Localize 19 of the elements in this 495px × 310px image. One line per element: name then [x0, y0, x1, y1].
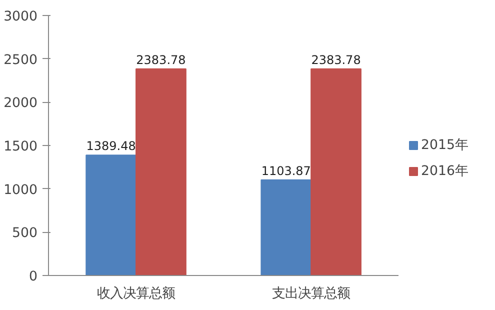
legend-label: 2015年 [421, 137, 468, 154]
x-tick-label: 收入决算总额 [97, 286, 176, 302]
bar [260, 179, 312, 276]
data-label: 2383.78 [136, 52, 186, 67]
x-tick-label: 支出决算总额 [272, 286, 350, 302]
legend-label: 2016年 [421, 163, 468, 180]
y-tick-label: 500 [12, 226, 38, 242]
y-tick-label: 2500 [4, 52, 38, 68]
bar [310, 68, 362, 276]
y-tick-label: 0 [29, 270, 38, 284]
y-tick-label: 3000 [4, 10, 38, 24]
bar [136, 68, 186, 276]
y-tick-label: 2000 [4, 96, 38, 112]
data-label: 2383.78 [311, 52, 361, 67]
bar [86, 154, 137, 276]
y-tick-label: 1500 [4, 140, 38, 154]
y-tick-label: 1000 [4, 182, 38, 198]
data-label: 1389.48 [86, 139, 136, 154]
data-label: 1103.87 [261, 164, 311, 178]
